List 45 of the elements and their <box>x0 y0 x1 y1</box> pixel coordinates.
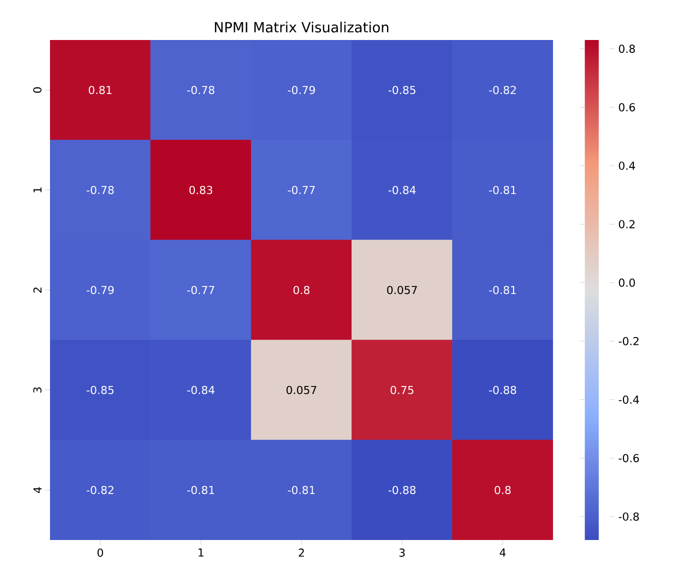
data-label: 0.75 <box>390 386 414 394</box>
data-label: -0.77 <box>187 286 214 294</box>
data-label: -0.81 <box>489 186 516 194</box>
data-label: 0.8 <box>494 486 511 494</box>
data-label: 0.8 <box>294 286 310 294</box>
x-tick-label: 2 <box>298 548 304 557</box>
y-tick-label: 3 <box>33 387 42 393</box>
data-label: -0.79 <box>288 86 315 94</box>
data-label: -0.84 <box>388 186 416 194</box>
data-label: -0.81 <box>489 286 516 294</box>
x-tick-label: 1 <box>198 548 204 557</box>
color-bar-label: 0.8 <box>618 44 635 53</box>
x-tick-label: 4 <box>500 548 506 557</box>
x-tick-label: 0 <box>98 548 104 557</box>
color-bar-label: 0.0 <box>618 278 635 287</box>
data-label: -0.88 <box>489 386 516 394</box>
color-bar-label: 0.2 <box>618 220 635 228</box>
color-bar-label: 0.4 <box>618 162 636 170</box>
data-label: 0.057 <box>286 386 316 394</box>
data-label: 0.057 <box>387 286 417 294</box>
data-label: 0.81 <box>88 86 112 94</box>
data-label: -0.81 <box>187 486 214 494</box>
data-label: -0.85 <box>388 86 416 94</box>
data-label: -0.79 <box>86 286 114 294</box>
data-label: -0.85 <box>86 386 114 394</box>
color-bar-label: -0.4 <box>618 396 639 404</box>
data-label: -0.82 <box>489 86 516 94</box>
data-label: 0.83 <box>189 186 212 194</box>
color-bar-label: -0.2 <box>618 337 638 346</box>
data-label: -0.88 <box>388 486 416 494</box>
data-label: -0.84 <box>187 386 214 394</box>
color-bar-label: -0.8 <box>618 512 639 521</box>
data-label: -0.78 <box>187 86 214 94</box>
chart-title: NPMI Matrix Visualization <box>214 22 388 33</box>
y-tick-label: 1 <box>33 188 42 192</box>
y-tick-label: 0 <box>33 87 42 93</box>
data-label: -0.77 <box>288 186 315 194</box>
color-bar-label: 0.6 <box>618 103 635 112</box>
data-label: -0.81 <box>288 486 315 494</box>
color-bar-label: -0.6 <box>618 454 639 462</box>
y-tick-label: 2 <box>33 288 42 293</box>
y-tick-label: 4 <box>33 487 42 493</box>
data-label: -0.78 <box>86 186 114 194</box>
data-label: -0.82 <box>86 486 114 494</box>
x-tick-label: 3 <box>399 548 405 557</box>
